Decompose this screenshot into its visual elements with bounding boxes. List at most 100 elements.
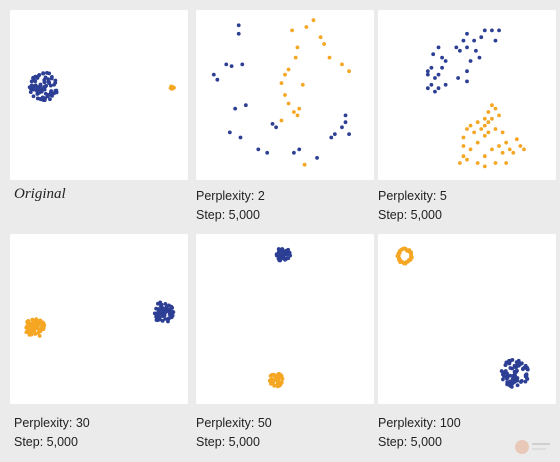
- scatter-point: [504, 140, 509, 145]
- scatter-point: [510, 358, 515, 362]
- scatter-point: [37, 89, 42, 93]
- scatter-point: [41, 321, 46, 326]
- scatter-point: [425, 72, 430, 77]
- scatter-point: [340, 125, 344, 130]
- scatter-point: [161, 310, 166, 314]
- scatter-point: [465, 31, 469, 36]
- scatter-point: [162, 306, 167, 311]
- scatter-point: [443, 59, 448, 63]
- caption-perplexity-50: Perplexity: 50: [196, 416, 272, 430]
- scatter-point: [283, 93, 287, 97]
- scatter-point: [47, 71, 52, 76]
- panel-perplexity-100: [378, 234, 556, 404]
- scatter-point: [292, 110, 296, 114]
- scatter-point: [525, 377, 530, 381]
- scatter-point: [322, 42, 327, 46]
- scatter-point: [497, 113, 501, 118]
- scatter-point: [238, 135, 243, 140]
- panel-perplexity-2: [196, 10, 374, 180]
- scatter-point: [468, 59, 473, 63]
- scatter-point: [302, 162, 307, 167]
- scatter-point: [233, 106, 238, 111]
- scatter-point: [154, 306, 159, 311]
- scatter-point: [50, 93, 54, 98]
- scatter-point: [490, 28, 494, 33]
- scatter-point: [486, 120, 491, 125]
- scatter-point: [27, 85, 32, 90]
- scatter-point: [519, 378, 524, 383]
- scatter-point: [279, 380, 284, 384]
- scatter-point: [304, 25, 309, 29]
- scatter-point: [272, 374, 277, 378]
- scatter-point: [440, 65, 444, 70]
- scatter-point: [507, 358, 512, 363]
- scatter-point: [31, 322, 36, 327]
- scatter-point: [454, 45, 459, 50]
- scatter-point: [525, 367, 530, 372]
- scatter-point: [215, 77, 220, 82]
- scatter-point: [170, 305, 175, 310]
- scatter-point: [510, 376, 515, 381]
- scatter-point: [236, 23, 241, 28]
- scatter-point: [490, 147, 494, 152]
- scatter-point: [507, 147, 512, 152]
- scatter-point: [276, 372, 281, 377]
- scatter-point: [38, 329, 43, 334]
- scatter-point: [33, 79, 38, 84]
- scatter-point: [433, 89, 437, 94]
- scatter-point: [272, 383, 277, 388]
- scatter-plot-perplexity-50: [267, 247, 293, 389]
- scatter-point: [35, 76, 40, 80]
- scatter-point: [474, 48, 478, 53]
- scatter-point: [37, 319, 42, 323]
- panel-perplexity-50: [196, 234, 374, 404]
- scatter-point: [436, 72, 441, 77]
- scatter-point: [318, 35, 323, 40]
- scatter-point: [465, 127, 469, 131]
- scatter-point: [465, 79, 469, 84]
- scatter-point: [499, 369, 504, 373]
- panel-original: [10, 10, 188, 180]
- scatter-point: [436, 86, 441, 91]
- scatter-point: [340, 62, 344, 67]
- scatter-point: [32, 84, 37, 89]
- scatter-point: [53, 88, 58, 93]
- scatter-point: [518, 362, 522, 367]
- scatter-point: [274, 376, 278, 381]
- scatter-point: [42, 78, 47, 82]
- scatter-point: [482, 123, 487, 128]
- caption-perplexity-30: Perplexity: 30: [14, 416, 90, 430]
- scatter-point: [502, 374, 506, 379]
- scatter-point: [156, 301, 160, 306]
- scatter-point: [456, 76, 460, 80]
- scatter-point: [288, 253, 293, 258]
- scatter-point: [505, 371, 510, 376]
- scatter-point: [512, 370, 517, 374]
- scatter-plot-perplexity-30: [24, 300, 176, 338]
- scatter-point: [509, 382, 514, 387]
- scatter-point: [286, 101, 291, 106]
- scatter-point: [240, 62, 245, 67]
- scatter-point: [332, 132, 337, 136]
- scatter-point: [29, 328, 33, 332]
- scatter-point: [274, 125, 278, 130]
- caption-original: Original: [14, 186, 66, 202]
- scatter-point: [515, 383, 520, 388]
- scatter-point: [347, 132, 351, 136]
- scatter-point: [511, 150, 516, 155]
- scatter-plot-perplexity-100: [395, 246, 530, 389]
- scatter-point: [297, 106, 302, 111]
- scatter-point: [461, 135, 466, 140]
- scatter-point: [504, 376, 509, 381]
- scatter-point: [429, 82, 434, 87]
- scatter-point: [468, 147, 473, 152]
- scatter-point: [25, 320, 30, 325]
- scatter-point: [431, 52, 436, 57]
- scatter-point: [482, 154, 487, 159]
- scatter-point: [477, 55, 482, 60]
- scatter-point: [279, 374, 284, 379]
- scatter-point: [493, 106, 498, 111]
- scatter-point: [503, 363, 508, 368]
- scatter-point: [490, 103, 494, 108]
- scatter-point: [505, 380, 510, 384]
